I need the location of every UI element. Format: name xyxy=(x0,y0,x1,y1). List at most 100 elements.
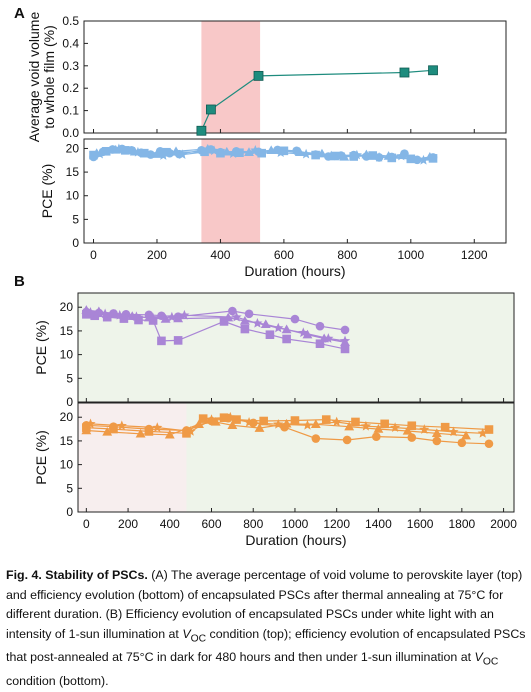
series-square xyxy=(196,65,438,136)
data-point xyxy=(396,150,407,161)
background-band xyxy=(78,293,514,402)
y-tick-label: 5 xyxy=(72,212,79,226)
data-point xyxy=(206,414,217,424)
data-point xyxy=(298,327,309,338)
data-point xyxy=(340,344,350,354)
data-point xyxy=(484,425,494,434)
x-tick-label: 1200 xyxy=(461,248,488,262)
data-point xyxy=(210,417,221,426)
data-point xyxy=(185,426,196,436)
data-point xyxy=(418,154,429,165)
data-point xyxy=(389,422,401,432)
data-point xyxy=(228,306,237,316)
data-point xyxy=(113,143,125,154)
y-tick-label: 10 xyxy=(60,458,74,472)
panel-label-b: B xyxy=(14,273,25,290)
data-point xyxy=(351,149,362,160)
chart-A-top: 0.0 0.1 0.2 0.3 0.4 0.5 Average void volume to … xyxy=(26,12,507,142)
data-point xyxy=(432,436,442,446)
data-point xyxy=(114,309,125,320)
series-triangle xyxy=(81,417,471,440)
series-star xyxy=(85,307,351,346)
caption-a-text: The average percentage of void volume to… xyxy=(6,568,523,621)
data-point xyxy=(147,312,159,323)
x-tick-label: 1800 xyxy=(448,517,475,531)
data-point xyxy=(257,148,266,158)
y-tick-label: 15 xyxy=(60,324,74,338)
panel-label-a: A xyxy=(14,5,25,22)
data-point xyxy=(360,420,371,431)
data-point xyxy=(321,415,331,424)
data-point xyxy=(225,411,236,422)
y-axis-label: PCE (%) xyxy=(33,320,49,374)
x-tick-label: 200 xyxy=(147,248,167,262)
data-point xyxy=(273,418,284,429)
data-point xyxy=(160,314,171,323)
charts-layer: 0.0 0.1 0.2 0.3 0.4 0.5 Average void volume to … xyxy=(26,12,517,548)
data-point xyxy=(198,414,208,423)
data-point xyxy=(259,416,268,426)
data-point xyxy=(402,426,413,435)
figure-canvas: A B 0.0 0.1 0.2 0.3 0.4 0.5 Average void volum… xyxy=(14,5,517,548)
data-point xyxy=(250,144,261,155)
data-point xyxy=(290,314,300,324)
x-tick-label: 1400 xyxy=(365,517,392,531)
data-point xyxy=(290,416,300,425)
data-point xyxy=(100,308,111,319)
data-point xyxy=(399,67,410,78)
data-point xyxy=(315,339,325,349)
data-point xyxy=(152,422,163,432)
data-point xyxy=(424,152,435,161)
plot-frame xyxy=(77,292,515,403)
data-point xyxy=(152,149,162,158)
x-tick-label: 2000 xyxy=(490,517,517,531)
data-point xyxy=(166,311,177,322)
data-point xyxy=(109,424,118,434)
data-point xyxy=(340,325,350,335)
x-tick-label: 400 xyxy=(160,517,180,531)
data-point xyxy=(461,430,471,440)
caption-b-text-3: condition (bottom). xyxy=(6,674,109,689)
data-point xyxy=(131,311,142,322)
data-point xyxy=(428,65,438,76)
x-tick-label: 400 xyxy=(210,248,230,262)
data-point xyxy=(82,310,91,319)
y-axis-label: PCE (%) xyxy=(39,164,55,218)
plot-frame xyxy=(77,402,515,513)
data-point xyxy=(431,428,442,438)
data-point xyxy=(457,438,467,448)
x-tick-label: 200 xyxy=(118,517,138,531)
data-point xyxy=(281,418,292,428)
data-point xyxy=(85,307,96,317)
caption-b-label: (B) xyxy=(105,607,123,621)
data-point xyxy=(240,324,250,334)
x-tick-label: 800 xyxy=(337,248,357,262)
data-point xyxy=(273,322,284,333)
y-tick-label: 0.4 xyxy=(62,36,79,50)
y-tick-label: 0 xyxy=(66,395,73,409)
x-tick-label: 600 xyxy=(274,248,294,262)
data-point xyxy=(171,146,181,155)
caption-b-text-2: condition (top); efficiency evolution of… xyxy=(6,626,526,665)
data-point xyxy=(484,439,494,449)
y-tick-label: 5 xyxy=(66,481,73,495)
data-point xyxy=(253,70,264,81)
data-point xyxy=(373,424,384,433)
data-point xyxy=(380,419,389,429)
data-point xyxy=(173,336,183,345)
y-tick-label: 0.0 xyxy=(62,126,79,140)
y-tick-label: 5 xyxy=(66,371,73,385)
data-point xyxy=(477,427,488,438)
x-axis-label: Duration (hours) xyxy=(245,532,346,548)
data-point xyxy=(132,146,144,157)
data-point xyxy=(85,418,96,429)
figure-caption: Fig. 4. Stability of PSCs. (A) The avera… xyxy=(6,566,526,692)
y-tick-label: 20 xyxy=(60,410,74,424)
y-tick-label: 0 xyxy=(72,236,79,250)
data-point xyxy=(232,415,241,424)
data-point xyxy=(158,150,169,160)
data-point xyxy=(216,148,225,158)
data-point xyxy=(265,330,275,340)
data-point xyxy=(243,417,255,427)
